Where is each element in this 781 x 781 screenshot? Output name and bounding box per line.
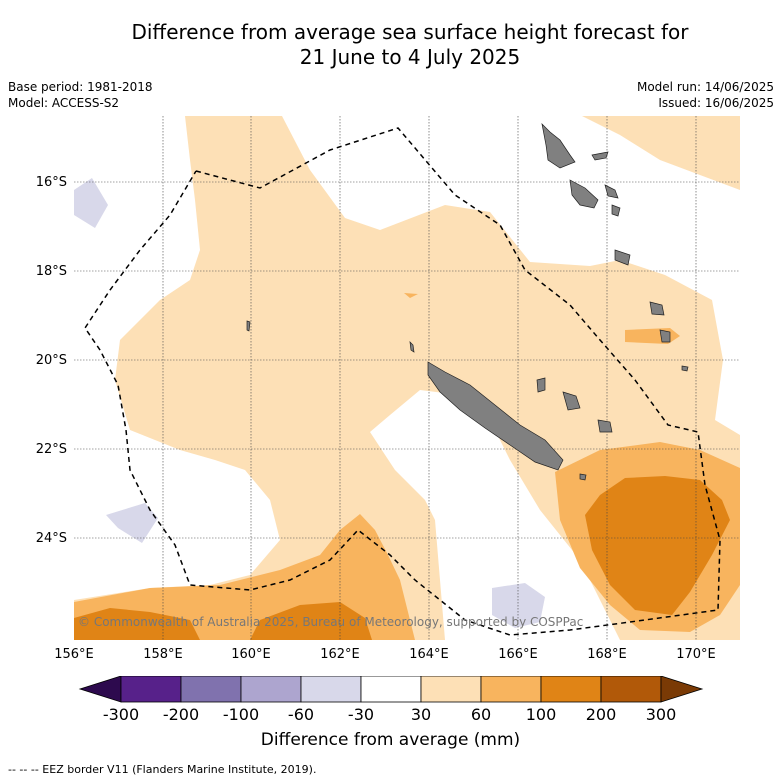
island-land-ne-2 [659, 329, 671, 343]
map-title-line1: Difference from average sea surface heig… [131, 20, 689, 44]
vanuatu-island-land-1 [604, 184, 619, 199]
vanuatu-efate-land [591, 151, 609, 161]
lon-label-168e: 168°E [587, 647, 627, 662]
lat-label-18s: 18°S [35, 264, 67, 279]
colorbar-tick-60: 60 [470, 705, 492, 724]
anomaly-region-100-200-se [585, 476, 730, 615]
map-title-line2: 21 June to 4 July 2025 [299, 45, 521, 69]
colorbar-bin-30-60 [420, 676, 482, 703]
base-period-text: Base period: 1981-2018 [8, 80, 153, 94]
colorbar-bin-100-200 [540, 676, 602, 703]
lon-label-156e: 156°E [54, 647, 94, 662]
colorbar-label: Difference from average (mm) [260, 730, 521, 750]
lat-label-20s: 20°S [35, 353, 67, 368]
colorbar-bin--30-30 [360, 676, 422, 703]
reef-land-2 [409, 341, 415, 353]
colorbar-tick-30: 30 [410, 705, 432, 724]
vanuatu-malekula-land [569, 179, 599, 209]
anomaly-region-30-60-ne [582, 116, 740, 190]
anomaly-region-neg-30-60-w [74, 178, 108, 228]
lat-label-22s: 22°S [35, 442, 67, 457]
colorbar-tick--30: -30 [347, 705, 375, 724]
lat-label-16s: 16°S [35, 175, 67, 190]
island-land-ne-1 [649, 301, 665, 316]
vanuatu-island-land-3 [614, 249, 631, 266]
colorbar-bin--100--60 [240, 676, 302, 703]
lon-label-162e: 162°E [320, 647, 360, 662]
model-text: Model: ACCESS-S2 [8, 96, 120, 110]
colorbar-bin-200-300 [600, 676, 662, 703]
colorbar-under-triangle [78, 676, 122, 703]
eez-legend-text: -- -- -- EEZ border V11 (Flanders Marine… [8, 763, 317, 776]
vanuatu-espiritu-santo-land [541, 122, 576, 169]
land-masses [246, 122, 689, 481]
colorbar-tick-200: 200 [585, 705, 617, 724]
anomaly-region-neg-30-60-sw [106, 503, 158, 543]
loyalty-island-land-2 [562, 391, 581, 411]
colorbar-bin--300--200 [120, 676, 182, 703]
lon-label-158e: 158°E [143, 647, 183, 662]
anomaly-region-60-100-dot [404, 293, 418, 298]
matthew-island-land [579, 473, 587, 481]
gridlines [74, 116, 740, 640]
loyalty-island-land-1 [536, 377, 546, 393]
reef-land-1 [246, 320, 251, 332]
model-run-text: Model run: 14/06/2025 [636, 80, 774, 94]
lon-label-166e: 166°E [498, 647, 538, 662]
colorbar-tick-100: 100 [525, 705, 557, 724]
anomaly-region-neg-30-60-s [492, 583, 545, 628]
colorbar-over-triangle [660, 676, 704, 703]
colorbar-bin--200--100 [180, 676, 242, 703]
colorbar-bin-60-100 [480, 676, 542, 703]
lon-label-170e: 170°E [676, 647, 716, 662]
colorbar-tick--60: -60 [287, 705, 315, 724]
eez-border [84, 127, 721, 636]
anomaly-region-100-200-s [250, 602, 372, 640]
new-caledonia-land [427, 361, 564, 471]
lon-label-160e: 160°E [231, 647, 271, 662]
issued-text: Issued: 16/06/2025 [658, 96, 774, 110]
copyright-text: © Commonwealth of Australia 2025, Bureau… [78, 615, 583, 629]
lat-label-24s: 24°S [35, 531, 67, 546]
vanuatu-island-land-2 [611, 204, 621, 217]
lon-label-164e: 164°E [409, 647, 449, 662]
colorbar-bin--60--30 [300, 676, 362, 703]
loyalty-island-land-3 [597, 419, 613, 433]
colorbar-tick--200: -200 [162, 705, 200, 724]
island-land-ne-3 [681, 365, 689, 372]
colorbar-tick-300: 300 [645, 705, 677, 724]
anomaly-region-100-200-sw [74, 608, 200, 640]
colorbar [78, 676, 704, 703]
colorbar-tick--300: -300 [102, 705, 140, 724]
colorbar-tick--100: -100 [222, 705, 260, 724]
